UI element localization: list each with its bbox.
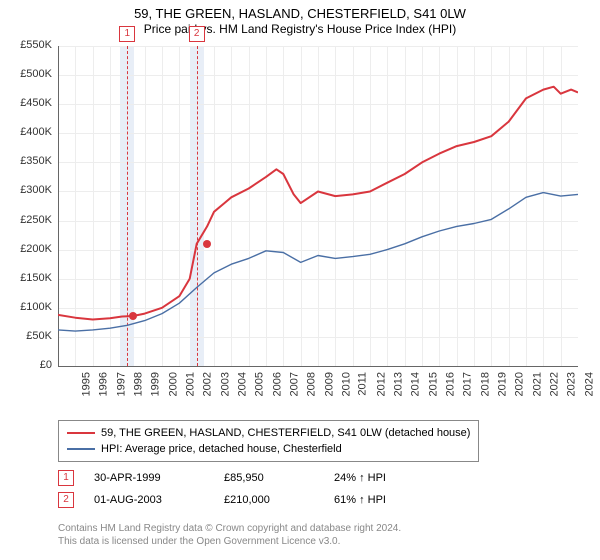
x-tick-label: 1996 (98, 372, 110, 396)
x-tick-label: 2013 (392, 372, 404, 396)
x-tick-label: 2006 (271, 372, 283, 396)
event-marker-badge: 1 (119, 26, 135, 42)
legend-label: HPI: Average price, detached house, Ches… (101, 443, 342, 455)
event-marker-badge: 2 (189, 26, 205, 42)
event-number-badge: 2 (58, 492, 74, 508)
y-tick-label: £300K (6, 184, 52, 196)
x-tick-label: 2000 (167, 372, 179, 396)
x-tick-label: 2018 (479, 372, 491, 396)
x-tick-label: 2015 (427, 372, 439, 396)
sale-point (203, 240, 211, 248)
x-tick-label: 2011 (357, 372, 369, 396)
chart-legend: 59, THE GREEN, HASLAND, CHESTERFIELD, S4… (58, 420, 479, 462)
x-tick-label: 1997 (115, 372, 127, 396)
x-tick-label: 2022 (548, 372, 560, 396)
x-tick-label: 2023 (566, 372, 578, 396)
event-row: 2 01-AUG-2003 £210,000 61% ↑ HPI (58, 492, 386, 508)
x-tick-label: 2007 (288, 372, 300, 396)
y-tick-label: £350K (6, 155, 52, 167)
x-tick-label: 2002 (202, 372, 214, 396)
x-tick-label: 2003 (219, 372, 231, 396)
x-tick-label: 2012 (375, 372, 387, 396)
x-tick-label: 2009 (323, 372, 335, 396)
page-title: 59, THE GREEN, HASLAND, CHESTERFIELD, S4… (0, 6, 600, 21)
x-tick-label: 1999 (150, 372, 162, 396)
legend-swatch (67, 448, 95, 450)
y-tick-label: £550K (6, 39, 52, 51)
footer-line-2: This data is licensed under the Open Gov… (58, 535, 401, 548)
x-tick-label: 2020 (514, 372, 526, 396)
y-tick-label: £100K (6, 301, 52, 313)
x-tick-label: 2014 (410, 372, 422, 396)
legend-item: 59, THE GREEN, HASLAND, CHESTERFIELD, S4… (67, 425, 470, 441)
x-tick-label: 2001 (184, 372, 196, 396)
sale-point (129, 312, 137, 320)
x-tick-label: 1995 (80, 372, 92, 396)
x-tick-label: 2016 (444, 372, 456, 396)
y-tick-label: £200K (6, 243, 52, 255)
legend-swatch (67, 432, 95, 434)
event-delta: 24% ↑ HPI (334, 472, 386, 484)
x-tick-label: 1998 (132, 372, 144, 396)
footer-line-1: Contains HM Land Registry data © Crown c… (58, 522, 401, 535)
series-hpi (58, 193, 578, 332)
y-tick-label: £500K (6, 68, 52, 80)
sale-events: 1 30-APR-1999 £85,950 24% ↑ HPI 2 01-AUG-2003… (58, 470, 386, 514)
event-date: 30-APR-1999 (94, 472, 204, 484)
x-tick-label: 2017 (462, 372, 474, 396)
event-row: 1 30-APR-1999 £85,950 24% ↑ HPI (58, 470, 386, 486)
y-tick-label: £150K (6, 272, 52, 284)
price-chart: £0£50K£100K£150K£200K£250K£300K£350K£400… (58, 46, 578, 366)
event-price: £210,000 (224, 494, 314, 506)
y-tick-label: £250K (6, 214, 52, 226)
event-price: £85,950 (224, 472, 314, 484)
y-tick-label: £450K (6, 97, 52, 109)
y-tick-label: £0 (6, 359, 52, 371)
y-tick-label: £50K (6, 330, 52, 342)
x-tick-label: 2021 (531, 372, 543, 396)
legend-item: HPI: Average price, detached house, Ches… (67, 441, 470, 457)
x-tick-label: 2008 (306, 372, 318, 396)
x-tick-label: 2004 (236, 372, 248, 396)
series-price_paid (58, 87, 578, 320)
x-tick-label: 2010 (340, 372, 352, 396)
event-number-badge: 1 (58, 470, 74, 486)
x-tick-label: 2019 (496, 372, 508, 396)
x-axis (58, 366, 578, 367)
attribution-footer: Contains HM Land Registry data © Crown c… (58, 522, 401, 548)
page-subtitle: Price paid vs. HM Land Registry's House … (0, 22, 600, 36)
x-tick-label: 2024 (583, 372, 595, 396)
y-tick-label: £400K (6, 126, 52, 138)
event-date: 01-AUG-2003 (94, 494, 204, 506)
legend-label: 59, THE GREEN, HASLAND, CHESTERFIELD, S4… (101, 427, 470, 439)
event-delta: 61% ↑ HPI (334, 494, 386, 506)
x-tick-label: 2005 (254, 372, 266, 396)
